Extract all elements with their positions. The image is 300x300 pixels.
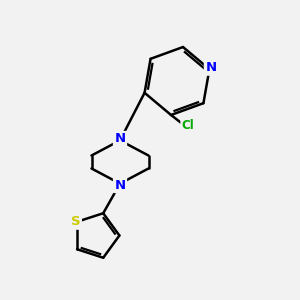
Text: S: S: [71, 215, 80, 228]
Text: N: N: [206, 61, 217, 74]
Text: Cl: Cl: [182, 119, 194, 132]
Text: N: N: [114, 132, 126, 146]
Text: N: N: [114, 178, 126, 192]
